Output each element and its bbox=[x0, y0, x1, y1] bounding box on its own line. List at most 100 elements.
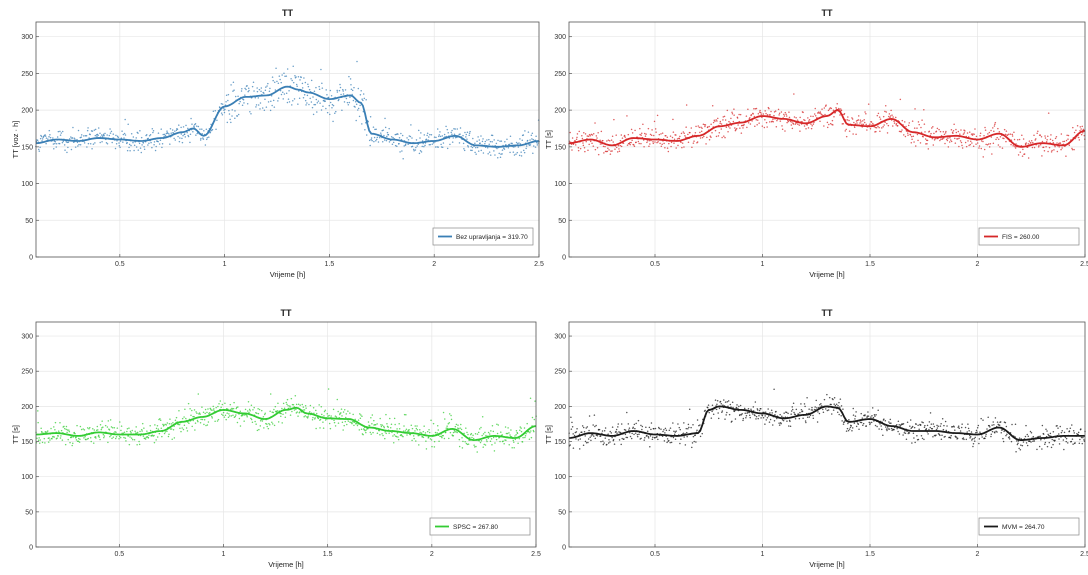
chart-3-point bbox=[90, 440, 92, 443]
chart-3-point bbox=[249, 410, 251, 412]
chart-3-point bbox=[522, 436, 524, 439]
chart-1-point bbox=[313, 103, 315, 106]
chart-3-point bbox=[127, 435, 130, 437]
chart-4-point bbox=[661, 435, 664, 438]
chart-3-point bbox=[394, 423, 396, 426]
chart-4-ytick-label: 300 bbox=[554, 334, 566, 341]
chart-1-point bbox=[493, 139, 495, 141]
chart-2-point bbox=[773, 114, 775, 117]
chart-1-point bbox=[260, 90, 262, 93]
chart-2-point bbox=[657, 141, 659, 143]
chart-2-point bbox=[675, 147, 677, 149]
chart-1-point bbox=[227, 99, 229, 102]
chart-3-point bbox=[185, 417, 187, 420]
chart-4-point bbox=[857, 423, 860, 426]
chart-2-point bbox=[853, 121, 855, 124]
chart-1-point bbox=[265, 106, 268, 108]
chart-4-point bbox=[976, 431, 978, 433]
chart-3-point bbox=[36, 437, 38, 439]
chart-1-point bbox=[175, 129, 178, 131]
chart-3-point bbox=[454, 425, 457, 428]
chart-1-point bbox=[89, 133, 91, 136]
chart-4-point bbox=[688, 408, 691, 411]
chart-1-point bbox=[52, 143, 55, 145]
chart-1-point bbox=[45, 142, 47, 145]
chart-1-point bbox=[454, 128, 456, 130]
chart-3-point bbox=[526, 422, 528, 425]
chart-1-point bbox=[424, 144, 426, 147]
chart-2-point bbox=[753, 107, 755, 110]
chart-4-point bbox=[711, 410, 713, 413]
chart-1-point bbox=[231, 109, 233, 111]
chart-4-ytick-label: 50 bbox=[558, 509, 566, 516]
chart-3-point bbox=[336, 398, 339, 401]
chart-4-point bbox=[834, 404, 837, 407]
chart-4-point bbox=[864, 414, 866, 416]
chart-3-point bbox=[314, 417, 316, 419]
chart-2-point bbox=[1056, 142, 1058, 144]
chart-3-point bbox=[481, 434, 483, 437]
chart-1-point bbox=[148, 135, 151, 137]
chart-4-point bbox=[584, 435, 586, 437]
chart-3-point bbox=[512, 439, 515, 442]
chart-3-point bbox=[186, 430, 189, 432]
chart-1-point bbox=[143, 148, 146, 150]
chart-3-point bbox=[148, 434, 150, 436]
chart-4-point bbox=[986, 428, 988, 430]
chart-2-point bbox=[895, 123, 898, 125]
chart-3-point bbox=[286, 398, 289, 401]
chart-2-point bbox=[807, 127, 810, 129]
chart-2-point bbox=[587, 135, 590, 138]
chart-3-point bbox=[353, 424, 355, 427]
chart-2-point bbox=[964, 130, 966, 132]
chart-4-point bbox=[848, 428, 851, 430]
chart-2-point bbox=[1023, 153, 1026, 155]
chart-1-point bbox=[342, 90, 344, 92]
chart-3-point bbox=[109, 435, 111, 438]
chart-2-point bbox=[1038, 145, 1040, 147]
chart-3-point bbox=[343, 424, 345, 427]
chart-3-point bbox=[181, 417, 184, 420]
chart-2-point bbox=[661, 143, 663, 146]
chart-2-point bbox=[676, 138, 679, 140]
chart-3-point bbox=[93, 429, 96, 431]
chart-2-point bbox=[965, 145, 968, 148]
chart-2-point bbox=[864, 111, 866, 113]
chart-3-point bbox=[170, 423, 173, 425]
chart-3-point bbox=[54, 428, 56, 431]
chart-2-point bbox=[755, 107, 758, 110]
chart-1-point bbox=[390, 135, 393, 138]
chart-2-point bbox=[995, 138, 997, 141]
chart-4-point bbox=[679, 442, 681, 445]
chart-4-point bbox=[860, 421, 863, 424]
chart-4-point bbox=[839, 406, 841, 408]
chart-4-xtick-label: 1 bbox=[761, 551, 765, 558]
chart-2-point bbox=[597, 153, 600, 156]
chart-4-point bbox=[588, 429, 590, 432]
chart-1-point bbox=[169, 143, 171, 145]
chart-4-point bbox=[712, 413, 715, 415]
chart-2-point bbox=[853, 126, 856, 129]
chart-3-point bbox=[96, 425, 99, 428]
chart-3-point bbox=[505, 432, 508, 435]
chart-2-point bbox=[677, 144, 679, 147]
chart-4-point bbox=[755, 415, 758, 418]
chart-4-point bbox=[957, 425, 960, 427]
chart-1-point bbox=[115, 142, 118, 145]
chart-3-point bbox=[345, 413, 348, 415]
chart-1-point bbox=[371, 139, 373, 142]
chart-3-point bbox=[347, 410, 349, 412]
chart-4-point bbox=[815, 399, 817, 402]
chart-3-point bbox=[53, 426, 55, 428]
chart-3-point bbox=[299, 404, 301, 406]
chart-2-point bbox=[773, 111, 776, 113]
chart-4-point bbox=[794, 413, 796, 416]
chart-3-point bbox=[323, 410, 326, 413]
chart-3-point bbox=[396, 432, 399, 434]
chart-4-point bbox=[701, 432, 703, 435]
chart-2-point bbox=[747, 122, 750, 124]
chart-3-point bbox=[165, 424, 168, 426]
chart-3-point bbox=[514, 435, 516, 437]
chart-4-point bbox=[631, 432, 633, 435]
chart-1-point bbox=[190, 117, 192, 120]
